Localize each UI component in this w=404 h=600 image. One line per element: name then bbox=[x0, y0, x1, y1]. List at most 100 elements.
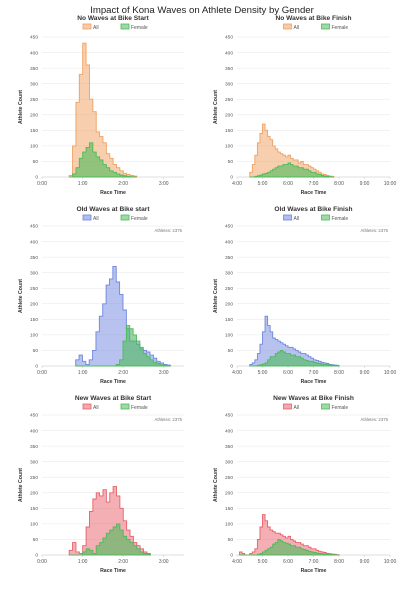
y-tick-label: 150 bbox=[30, 128, 38, 134]
series-female-histogram bbox=[75, 325, 171, 367]
x-tick-label: 10:00 bbox=[384, 370, 397, 376]
legend-item-female: Female bbox=[321, 214, 349, 222]
x-tick-label: 1:00 bbox=[78, 370, 88, 376]
legend-swatch bbox=[120, 214, 130, 221]
y-tick-label: 300 bbox=[225, 459, 233, 465]
y-tick-label: 100 bbox=[30, 144, 38, 150]
y-tick-label: 450 bbox=[30, 35, 38, 41]
x-axis-label: Race Time bbox=[301, 379, 327, 385]
y-tick-label: 50 bbox=[228, 537, 234, 543]
x-tick-label: 3:00 bbox=[159, 181, 169, 187]
y-tick-label: 200 bbox=[30, 112, 38, 118]
y-axis-label: Athlete Count bbox=[213, 279, 219, 313]
x-tick-label: 5:00 bbox=[258, 181, 268, 187]
x-tick-label: 1:00 bbox=[78, 181, 88, 187]
legend-swatch bbox=[283, 403, 292, 410]
y-axis-label: Athlete Count bbox=[18, 279, 24, 313]
y-tick-label: 350 bbox=[225, 444, 233, 450]
y-tick-label: 0 bbox=[230, 175, 233, 181]
legend-swatch bbox=[283, 214, 292, 221]
x-tick-label: 3:00 bbox=[159, 559, 169, 565]
legend-swatch bbox=[321, 403, 330, 410]
chart-panel-6: New Waves at Bike Finish All Female Athlete… bbox=[213, 395, 396, 574]
x-tick-label: 1:00 bbox=[78, 559, 88, 565]
y-tick-label: 400 bbox=[30, 50, 38, 56]
x-tick-label: 6:00 bbox=[283, 370, 293, 376]
y-tick-label: 100 bbox=[225, 522, 233, 528]
x-axis-label: Race Time bbox=[301, 568, 327, 574]
y-tick-label: 250 bbox=[225, 475, 233, 481]
chart-panel-4: Old Waves at Bike Finish All Female Athlete… bbox=[213, 206, 396, 385]
series-female-histogram bbox=[249, 349, 339, 367]
chart-title: New Waves at Bike Finish bbox=[273, 395, 354, 402]
chart-panel-2: No Waves at Bike Finish All Female 0 50 100 15… bbox=[213, 15, 396, 196]
y-tick-label: 300 bbox=[30, 459, 38, 465]
y-axis-label: Athlete Count bbox=[213, 468, 219, 502]
chart-panel-3: Old Waves at Bike start All Female Athletes… bbox=[18, 206, 184, 385]
legend-label: Female bbox=[332, 216, 349, 222]
x-tick-label: 4:00 bbox=[232, 181, 242, 187]
x-tick-label: 9:00 bbox=[360, 559, 370, 565]
legend-label: Female bbox=[332, 405, 349, 411]
y-tick-label: 350 bbox=[225, 66, 233, 72]
legend-swatch bbox=[120, 403, 130, 410]
legend-item-all: All bbox=[283, 403, 299, 411]
legend-label: Female bbox=[131, 405, 148, 411]
y-tick-label: 450 bbox=[225, 35, 233, 41]
y-axis-label: Athlete Count bbox=[18, 90, 24, 124]
y-tick-label: 300 bbox=[225, 270, 233, 276]
x-tick-label: 0:00 bbox=[37, 370, 47, 376]
x-tick-label: 7:00 bbox=[309, 370, 319, 376]
chart-title: Old Waves at Bike Finish bbox=[274, 206, 352, 213]
y-tick-label: 0 bbox=[230, 553, 233, 559]
chart-panel-1: No Waves at Bike Start All Female 0 50 100 150… bbox=[18, 15, 184, 196]
y-tick-label: 150 bbox=[30, 317, 38, 323]
chart-title: No Waves at Bike Finish bbox=[276, 15, 352, 22]
legend-label: Female bbox=[131, 25, 148, 31]
x-tick-label: 0:00 bbox=[37, 181, 47, 187]
x-tick-label: 10:00 bbox=[384, 559, 397, 565]
x-tick-label: 7:00 bbox=[309, 181, 319, 187]
legend-item-female: Female bbox=[120, 23, 148, 31]
y-tick-label: 450 bbox=[225, 413, 233, 419]
y-tick-label: 150 bbox=[225, 506, 233, 512]
y-tick-label: 450 bbox=[225, 224, 233, 230]
y-tick-label: 250 bbox=[225, 97, 233, 103]
y-tick-label: 250 bbox=[30, 97, 38, 103]
y-tick-label: 350 bbox=[225, 255, 233, 261]
x-axis-label: Race Time bbox=[100, 379, 126, 385]
y-tick-label: 50 bbox=[33, 537, 39, 543]
legend-label: All bbox=[93, 216, 99, 222]
x-tick-label: 6:00 bbox=[283, 559, 293, 565]
legend-item-all: All bbox=[82, 214, 99, 222]
y-tick-label: 300 bbox=[225, 81, 233, 87]
y-tick-label: 100 bbox=[225, 144, 233, 150]
legend-swatch bbox=[82, 23, 92, 30]
athletes-annotation: Athletes: 2375 bbox=[155, 417, 183, 422]
chart-title: No Waves at Bike Start bbox=[77, 15, 149, 22]
legend-item-female: Female bbox=[120, 214, 148, 222]
x-tick-label: 8:00 bbox=[334, 181, 344, 187]
x-tick-label: 4:00 bbox=[232, 559, 242, 565]
x-axis-label: Race Time bbox=[100, 568, 126, 574]
y-tick-label: 400 bbox=[225, 239, 233, 245]
y-tick-label: 0 bbox=[35, 175, 38, 181]
y-tick-label: 100 bbox=[30, 333, 38, 339]
y-tick-label: 400 bbox=[30, 428, 38, 434]
athletes-annotation: Athletes: 2375 bbox=[361, 228, 389, 233]
y-tick-label: 50 bbox=[33, 348, 39, 354]
x-tick-label: 8:00 bbox=[334, 559, 344, 565]
y-tick-label: 250 bbox=[30, 286, 38, 292]
series-female-histogram bbox=[69, 523, 151, 556]
x-tick-label: 9:00 bbox=[360, 370, 370, 376]
y-tick-label: 150 bbox=[225, 128, 233, 134]
series-all-histogram bbox=[249, 315, 340, 367]
x-tick-label: 9:00 bbox=[360, 181, 370, 187]
x-tick-label: 2:00 bbox=[118, 559, 128, 565]
legend-swatch bbox=[82, 403, 92, 410]
x-tick-label: 3:00 bbox=[159, 370, 169, 376]
legend-label: Female bbox=[332, 25, 349, 31]
x-axis-label: Race Time bbox=[301, 190, 327, 196]
y-tick-label: 250 bbox=[30, 475, 38, 481]
